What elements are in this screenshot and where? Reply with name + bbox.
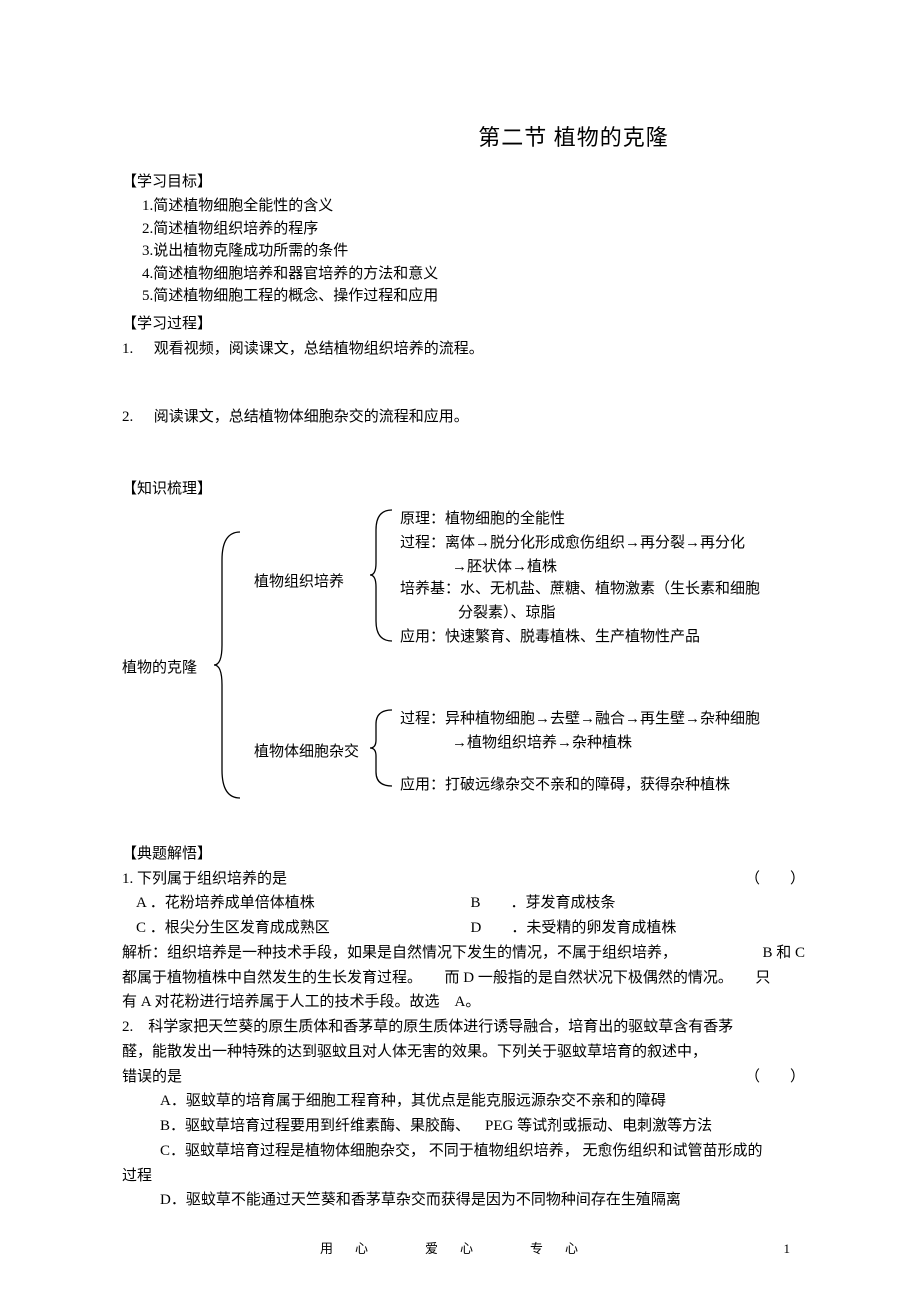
tree-leaf: 分裂素）、琼脂 bbox=[458, 602, 556, 625]
concept-tree: 植物的克隆 植物组织培养 原理：植物细胞的全能性 过程：离体→脱分化形成愈伤组织… bbox=[122, 508, 805, 838]
analysis-text: 有 A 对花粉进行培养属于人工的技术手段。故选 bbox=[122, 994, 440, 1010]
analysis-text: 都属于植物植株中自然发生的生长发育过程。 而 D 一般指的是自然状况下极偶然的情… bbox=[122, 966, 805, 991]
analysis-answer: A。 bbox=[455, 994, 481, 1010]
q2-stem: 错误的是 bbox=[122, 1069, 182, 1085]
opt-label: D ． bbox=[471, 920, 527, 936]
opt-label: C ． bbox=[136, 920, 165, 936]
branch-label: 植物组织培养 bbox=[254, 570, 344, 591]
opt-label: A ． bbox=[136, 895, 165, 911]
tree-leaf: 原理：植物细胞的全能性 bbox=[400, 508, 565, 531]
brace-icon bbox=[368, 708, 394, 788]
process-num: 2. bbox=[122, 405, 150, 429]
page-title: 第二节 植物的克隆 bbox=[122, 120, 805, 152]
brace-icon bbox=[368, 508, 394, 643]
examples-header: 【典题解悟】 bbox=[122, 842, 805, 863]
q2-stem: 2. 科学家把天竺葵的原生质体和香茅草的原生质体进行诱导融合，培育出的驱蚊草含有… bbox=[122, 1015, 805, 1040]
tree-leaf: →植物组织培养→杂种植株 bbox=[452, 732, 632, 755]
opt-text: 根尖分生区发育成成熟区 bbox=[165, 920, 330, 936]
process-header: 【学习过程】 bbox=[122, 312, 805, 333]
process-item: 1. 观看视频，阅读课文，总结植物组织培养的流程。 bbox=[122, 337, 805, 361]
q1-stem: 1. 下列属于组织培养的是 bbox=[122, 871, 287, 887]
page-number: 1 bbox=[784, 1241, 791, 1257]
tree-root-label: 植物的克隆 bbox=[122, 656, 197, 677]
document-page: 第二节 植物的克隆 【学习目标】 1.简述植物细胞全能性的含义 2.简述植物组织… bbox=[0, 0, 920, 1273]
opt-text: PEG 等试剂或振动、电刺激等方法 bbox=[485, 1118, 712, 1134]
opt-text: B．驱蚊草培育过程要用到纤维素酶、果胶酶、 bbox=[160, 1118, 470, 1134]
opt-text: C．驱蚊草培育过程是植物体细胞杂交， 不同于植物组织培养， 无愈伤组织和试管苗形… bbox=[122, 1139, 805, 1164]
opt-text: 未受精的卵发育成植株 bbox=[526, 920, 676, 936]
objective-item: 1.简述植物细胞全能性的含义 bbox=[122, 195, 805, 218]
spacer bbox=[122, 365, 805, 405]
tree-leaf: 应用：打破远缘杂交不亲和的障碍，获得杂种植株 bbox=[400, 774, 730, 797]
branch-label: 植物体细胞杂交 bbox=[254, 740, 359, 761]
objective-item: 2.简述植物组织培养的程序 bbox=[122, 218, 805, 241]
tree-leaf: 过程：异种植物细胞→去壁→融合→再生壁→杂种细胞 bbox=[400, 708, 820, 731]
process-num: 1. bbox=[122, 337, 150, 361]
opt-text: 花粉培养成单倍体植株 bbox=[165, 895, 315, 911]
analysis-tail: B 和 C bbox=[762, 941, 805, 966]
tree-leaf: 培养基：水、无机盐、蔗糖、植物激素（生长素和细胞 bbox=[400, 578, 820, 601]
footer-words: 用心 爱心 专心 bbox=[320, 1241, 600, 1256]
tree-leaf: →胚状体→植株 bbox=[452, 556, 557, 579]
opt-label: B ． bbox=[471, 895, 526, 911]
opt-text: 过程 bbox=[122, 1164, 805, 1189]
objective-item: 5.简述植物细胞工程的概念、操作过程和应用 bbox=[122, 285, 805, 308]
tree-leaf: 过程：离体→脱分化形成愈伤组织→再分裂→再分化 bbox=[400, 532, 820, 555]
objective-item: 3.说出植物克隆成功所需的条件 bbox=[122, 240, 805, 263]
question-1: 1. 下列属于组织培养的是 （ ） A ．花粉培养成单倍体植株 B ．芽发育成枝… bbox=[122, 867, 805, 1016]
objectives-header: 【学习目标】 bbox=[122, 170, 805, 191]
answer-paren: （ ） bbox=[745, 867, 805, 892]
spacer bbox=[122, 433, 805, 473]
brace-icon bbox=[212, 530, 242, 800]
process-text: 阅读课文，总结植物体细胞杂交的流程和应用。 bbox=[154, 409, 469, 425]
footer: 用心 爱心 专心 bbox=[0, 1238, 920, 1257]
q2-stem: 醛，能散发出一种特殊的达到驱蚊且对人体无害的效果。下列关于驱蚊草培育的叙述中， bbox=[122, 1040, 805, 1065]
process-item: 2. 阅读课文，总结植物体细胞杂交的流程和应用。 bbox=[122, 405, 805, 429]
opt-text: D．驱蚊草不能通过天竺葵和香茅草杂交而获得是因为不同物种间存在生殖隔离 bbox=[122, 1188, 805, 1213]
analysis-text: 解析：组织培养是一种技术手段，如果是自然情况下发生的情况，不属于组织培养， bbox=[122, 945, 677, 961]
opt-text: A．驱蚊草的培育属于细胞工程育种，其优点是能克服远源杂交不亲和的障碍 bbox=[122, 1089, 805, 1114]
objective-item: 4.简述植物细胞培养和器官培养的方法和意义 bbox=[122, 263, 805, 286]
question-2: 2. 科学家把天竺葵的原生质体和香茅草的原生质体进行诱导融合，培育出的驱蚊草含有… bbox=[122, 1015, 805, 1213]
answer-paren: （ ） bbox=[745, 1065, 805, 1090]
knowledge-header: 【知识梳理】 bbox=[122, 477, 805, 498]
tree-leaf: 应用：快速繁育、脱毒植株、生产植物性产品 bbox=[400, 626, 700, 649]
opt-text: 芽发育成枝条 bbox=[526, 895, 616, 911]
process-text: 观看视频，阅读课文，总结植物组织培养的流程。 bbox=[154, 341, 484, 357]
